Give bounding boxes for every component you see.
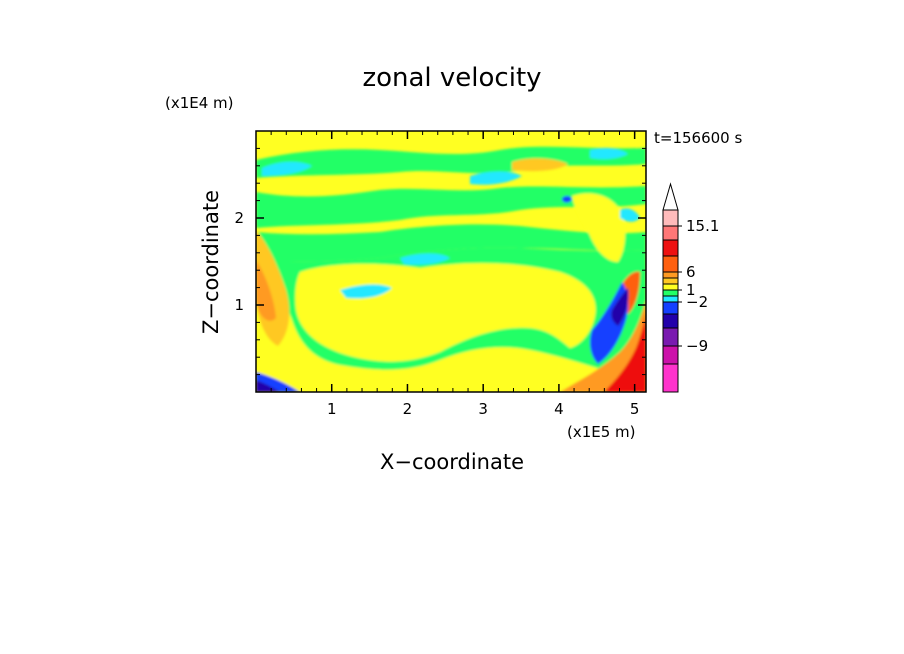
colorbar-segment [662,225,679,241]
x-tick-label: 4 [554,400,564,418]
x-axis-label: X−coordinate [380,450,524,474]
x-tick-label: 1 [327,400,337,418]
region-yellow-low [256,280,610,392]
colorbar-segment [662,255,679,273]
x-tick-label: 5 [630,400,640,418]
region-blue-spot [562,195,572,203]
colorbar-labels: 15.1 61−2 −9 [678,217,719,355]
plot-frame [255,130,647,393]
region-red-bottom-right [604,312,646,392]
region-green-top [256,146,646,178]
colorbar-label: −9 [686,337,708,355]
y-unit-label: (x1E4 m) [165,94,234,112]
colorbar-segment [662,209,679,227]
colorbar-label: −2 [686,293,708,311]
x-unit-label: (x1E5 m) [567,423,636,441]
region-green-upper [256,186,646,228]
y-axis-label: Z−coordinate [199,190,223,334]
region-darkblue-bottom-left [256,380,280,392]
region-cyan-6 [400,253,450,265]
colorbar-segment [662,289,679,297]
chart-title: zonal velocity [362,63,541,93]
colorbar-label: 15.1 [686,217,719,235]
y-tick-label: 2 [234,209,244,227]
colorbar-extend-triangle [662,182,679,211]
region-darkblue-jet [611,288,629,326]
region-yellow-right [572,193,626,262]
colorbar-segment [662,313,679,329]
colorbar-label: 6 [686,263,696,281]
x-axis-ticks: 1 2 3 4 5 [270,131,640,418]
colorbar-segment [662,327,679,347]
region-cyan-3 [590,147,628,160]
region-cyan-4 [620,208,640,222]
region-green-mid [256,224,646,262]
y-axis-ticks: 12 [234,147,646,376]
colorbar [662,182,679,393]
colorbar-segment [662,301,679,315]
colorbar-segment [662,345,679,365]
x-tick-label: 2 [403,400,413,418]
region-cyan-2 [470,171,522,185]
time-label: t=156600 s [654,129,742,147]
y-tick-label: 1 [234,296,244,314]
colorbar-segment [662,277,679,285]
region-cyan-5 [340,284,392,299]
colorbar-segment [662,295,679,303]
colorbar-segment [662,271,679,279]
colorbar-segment [662,283,679,291]
colorbar-segment [662,239,679,257]
colorbar-segment [662,363,679,393]
heatmap-field [256,131,646,392]
x-tick-label: 3 [478,400,488,418]
region-cyan-1 [262,161,312,176]
region-orange-top [512,158,568,172]
colorbar-label: 1 [686,281,696,299]
